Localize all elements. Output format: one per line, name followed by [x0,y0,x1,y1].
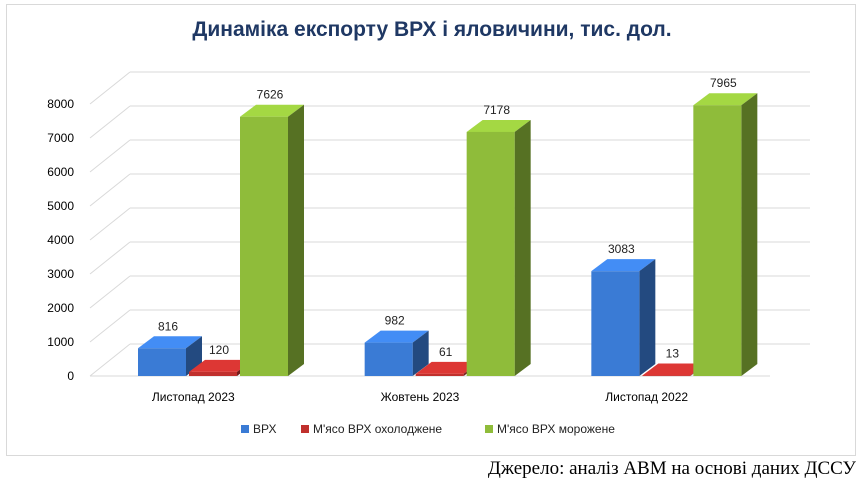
y-tick-label: 3000 [47,267,74,281]
legend-swatch [485,425,493,433]
category-label: Листопад 2023 [152,390,235,404]
y-tick-label: 0 [67,369,74,383]
bar-top [591,259,656,272]
bar [642,375,691,377]
bar [364,342,413,376]
y-tick-label: 7000 [47,131,74,145]
gridline-depth [89,275,131,309]
y-tick-label: 6000 [47,165,74,179]
bar [189,371,237,376]
data-label: 7626 [257,88,284,102]
bar [591,271,640,376]
bar-side [741,93,758,376]
bar-top [466,119,531,132]
legend-swatch [241,425,249,433]
y-tick-label: 1000 [47,335,74,349]
y-tick-label: 2000 [47,301,74,315]
bar-side [412,330,429,376]
data-label: 13 [666,347,680,361]
gridline-depth [89,71,131,105]
data-label: 61 [439,345,453,359]
bar-top [693,93,758,106]
bar-top [189,359,253,372]
gridline-depth [89,139,131,173]
gridline-depth [89,309,131,343]
bar-top [240,104,304,117]
y-tick-label: 8000 [47,97,74,111]
legend-label: ВРХ [253,422,276,436]
bar-top [415,361,480,374]
source-note: Джерело: аналіз АВМ на основі даних ДССУ [487,458,856,479]
data-label: 7965 [710,76,737,90]
bar [693,105,742,376]
bar [138,348,186,376]
y-tick-label: 4000 [47,233,74,247]
gridline-depth [89,343,131,377]
data-label: 816 [158,319,178,333]
data-label: 3083 [608,242,635,256]
bar-chart: 0 1000 2000 3000 4000 5000 6000 7000 8000 816 120 7… [47,71,810,436]
data-label: 982 [385,314,405,328]
bar [415,373,464,376]
bar [466,131,515,376]
bar-top [642,363,707,376]
legend-label: М'ясо ВРХ морожене [497,422,615,436]
bar-side [639,259,656,376]
category-label: Листопад 2022 [605,390,688,404]
gridline-depth [89,105,131,139]
y-tick-label: 5000 [47,199,74,213]
gridline-depth [89,207,131,241]
bar-top [138,336,202,349]
data-label: 120 [209,343,229,357]
category-label: Жовтень 2023 [381,390,460,404]
bar-top [364,330,429,343]
legend-label: М'ясо ВРХ охолоджене [313,422,442,436]
bar-side [288,104,304,376]
bar [240,116,288,376]
gridline-depth [89,241,131,275]
gridline-depth [89,173,131,207]
legend-swatch [301,425,309,433]
bar-side [514,119,531,376]
data-label: 7178 [483,103,510,117]
chart-title: Динаміка експорту ВРХ і яловичини, тис. … [192,18,672,41]
